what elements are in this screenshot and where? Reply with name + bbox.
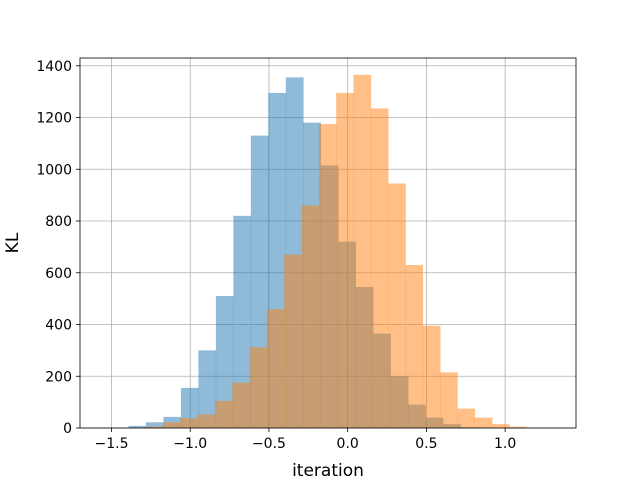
x-tick-label: 0.0 bbox=[337, 436, 359, 452]
x-tick-label: 0.5 bbox=[415, 436, 437, 452]
histogram-bar-series-2 bbox=[197, 414, 216, 428]
histogram-bar-series-2 bbox=[301, 205, 320, 428]
grid bbox=[80, 58, 576, 429]
histogram-bar-series-2 bbox=[457, 408, 476, 428]
histogram-bar-series-2 bbox=[474, 417, 493, 428]
x-tick-label: 1.0 bbox=[494, 436, 516, 452]
histogram-bar-series-2 bbox=[509, 426, 528, 428]
histogram-bar-series-2 bbox=[353, 74, 372, 429]
x-tick-label: −1.0 bbox=[173, 436, 207, 452]
histogram-bar-series-2 bbox=[370, 108, 389, 429]
histogram-bar-series-2 bbox=[336, 92, 354, 429]
x-axis-label: iteration bbox=[292, 461, 364, 480]
axis-ticks: −1.5 −1.0 −0.5 0.0 0.5 1.0 0 200 400 600 800 1000 12… bbox=[36, 59, 516, 452]
histogram-bars bbox=[111, 74, 545, 429]
histogram-bar-series-2 bbox=[405, 264, 424, 428]
histogram-bar-series-2 bbox=[284, 254, 302, 428]
histogram-bar-series-2 bbox=[249, 347, 268, 428]
y-tick-label: 600 bbox=[45, 266, 72, 282]
histogram-bar-series-1 bbox=[233, 215, 252, 428]
plot-frame bbox=[79, 57, 577, 429]
histogram-bar-series-2 bbox=[422, 325, 441, 428]
histogram-bar-series-2 bbox=[318, 123, 337, 429]
histogram-bar-series-1 bbox=[180, 387, 199, 428]
histogram-bar-series-2 bbox=[388, 183, 406, 428]
y-tick-label: 1400 bbox=[36, 59, 72, 75]
x-tick-label: −1.5 bbox=[94, 436, 128, 452]
y-tick-label: 400 bbox=[45, 318, 72, 334]
histogram-bar-series-2 bbox=[214, 400, 233, 428]
histogram-bar-series-1 bbox=[215, 296, 234, 428]
histogram-bar-series-1 bbox=[145, 422, 164, 428]
histogram-bar-series-2 bbox=[492, 424, 510, 428]
histogram-bar-series-1 bbox=[128, 425, 147, 428]
y-axis-label: KL bbox=[3, 232, 23, 253]
y-tick-label: 0 bbox=[63, 421, 72, 437]
x-tick-label: −0.5 bbox=[252, 436, 286, 452]
histogram-bar-series-2 bbox=[162, 422, 181, 428]
histogram-bar-series-1 bbox=[198, 350, 217, 428]
histogram-bar-series-2 bbox=[266, 308, 285, 428]
y-tick-label: 200 bbox=[45, 369, 72, 385]
histogram-bar-series-2 bbox=[145, 426, 164, 428]
histogram-bar-series-2 bbox=[180, 418, 198, 428]
y-tick-label: 800 bbox=[45, 214, 72, 230]
y-tick-label: 1200 bbox=[36, 111, 72, 127]
histogram-bar-series-2 bbox=[232, 382, 250, 428]
y-tick-label: 1000 bbox=[36, 162, 72, 178]
histogram-bar-series-2 bbox=[440, 372, 458, 428]
